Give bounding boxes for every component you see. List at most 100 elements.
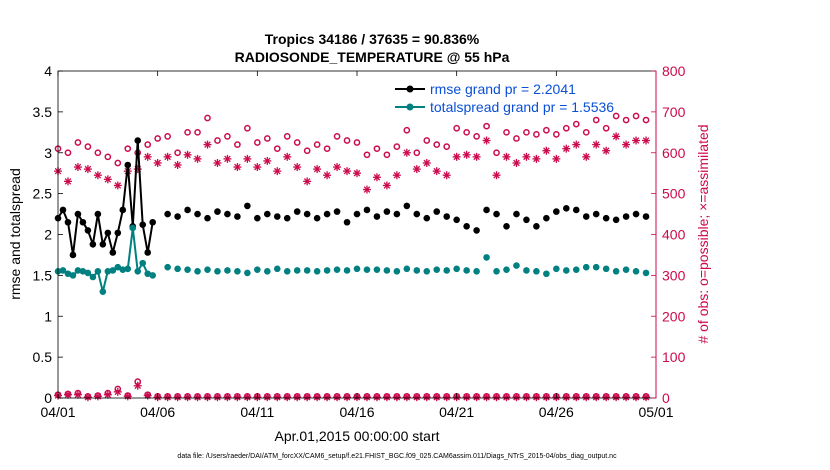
totalspread-marker <box>69 272 77 279</box>
star-stroke <box>612 393 620 401</box>
rmse-marker <box>114 229 122 237</box>
obs-assimilated-marker <box>432 167 441 176</box>
obs-assimilated-marker <box>283 393 292 402</box>
star-stroke <box>403 393 411 401</box>
star-stroke <box>224 393 231 401</box>
totalspread_later-marker <box>353 265 361 273</box>
obs-count-layer <box>54 112 651 402</box>
star-stroke <box>244 155 251 163</box>
totalspread_later-marker <box>204 266 211 273</box>
totalspread_later-marker <box>622 266 630 273</box>
star-stroke <box>533 393 540 401</box>
obs-possible-marker <box>74 139 82 146</box>
obs-possible-marker <box>283 133 291 140</box>
totalspread-marker <box>129 224 137 232</box>
star-stroke <box>104 176 112 183</box>
obs-assimilated-marker <box>203 140 212 149</box>
rmse_later-marker <box>204 214 211 222</box>
obs-assimilated-marker <box>113 181 122 190</box>
rmse_later-marker <box>244 202 251 210</box>
legend-totalspread-marker <box>406 103 414 111</box>
star-stroke <box>413 393 421 401</box>
rmse-line <box>57 140 154 256</box>
star-stroke <box>483 393 490 401</box>
obs-assimilated-marker <box>103 175 112 184</box>
totalspread_later-marker <box>283 267 291 275</box>
star-stroke <box>383 393 391 401</box>
obs-possible-marker <box>194 128 201 136</box>
star-stroke <box>94 171 102 179</box>
star-stroke <box>602 393 610 401</box>
star-stroke <box>264 393 271 401</box>
obs-possible-marker <box>64 149 72 157</box>
obs-assimilated-marker <box>522 393 531 402</box>
obs-assimilated-marker <box>622 393 631 402</box>
obs-possible-marker <box>642 116 650 124</box>
star-stroke <box>174 161 181 169</box>
obs-assimilated-marker <box>303 393 312 402</box>
rmse_later-marker <box>184 206 191 214</box>
obs-possible-marker <box>632 112 640 120</box>
obs-possible-marker <box>383 151 391 159</box>
star-stroke <box>423 159 431 167</box>
obs-possible-marker <box>293 139 301 146</box>
star-stroke <box>612 133 620 140</box>
y-right-tick-label: 200 <box>662 308 686 324</box>
star-stroke <box>194 155 201 163</box>
rmse-marker <box>64 218 72 226</box>
obs-possible-marker <box>114 159 122 167</box>
rmse_later-marker <box>363 206 371 214</box>
star-stroke <box>572 141 580 148</box>
obs-assimilated-marker <box>113 387 122 396</box>
rmse_later-marker <box>194 210 201 218</box>
obs-assimilated-marker <box>592 393 601 402</box>
totalspread-marker <box>89 273 97 281</box>
y-axis-left: 0 0.5 1 1.5 2 2.5 3 3.5 4 <box>33 63 63 406</box>
star-stroke <box>313 393 321 401</box>
obs-assimilated-marker <box>602 393 611 402</box>
totalspread-marker <box>104 267 112 275</box>
obs-possible-marker <box>323 145 331 153</box>
totalspread_later-marker <box>453 265 460 273</box>
obs-assimilated-marker <box>382 181 391 190</box>
rmse_later-marker <box>254 214 261 222</box>
star-stroke <box>303 178 311 185</box>
obs-assimilated-marker <box>572 140 581 149</box>
obs-assimilated-marker <box>163 152 172 161</box>
totalspread_later-marker <box>592 263 600 271</box>
data-file-footnote: data file: /Users/raeder/DAI/ATM_forcXX/… <box>177 453 617 460</box>
totalspread_later-marker <box>343 267 351 274</box>
star-stroke <box>503 393 510 401</box>
rmse-marker <box>139 221 147 228</box>
legend-rmse-label: rmse grand pr = 2.2041 <box>430 81 576 97</box>
obs-possible-marker <box>483 122 490 130</box>
star-stroke <box>184 393 191 401</box>
totalspread_later-marker <box>214 267 221 275</box>
obs-assimilated-marker <box>83 165 92 174</box>
y-axis-left-label: rmse and totalspread <box>7 168 23 300</box>
obs-assimilated-marker <box>472 152 481 161</box>
totalspread_later-marker <box>553 265 560 273</box>
obs-assimilated-marker <box>642 136 651 145</box>
star-stroke <box>353 169 361 177</box>
totalspread_later-marker <box>313 267 321 275</box>
obs-possible-marker <box>84 143 92 150</box>
star-stroke <box>622 141 630 148</box>
star-stroke <box>483 137 490 144</box>
star-stroke <box>533 155 540 163</box>
obs-assimilated-marker <box>382 393 391 402</box>
rmse_later-marker <box>383 208 391 215</box>
y-right-tick-label: 400 <box>662 227 686 243</box>
obs-possible-marker <box>154 135 162 142</box>
obs-assimilated-marker <box>73 390 82 399</box>
obs-possible-marker <box>423 137 431 144</box>
star-stroke <box>453 153 460 161</box>
totalspread-marker <box>74 267 82 274</box>
rmse_later-marker <box>533 223 540 230</box>
obs-assimilated-marker <box>592 140 601 149</box>
rmse_later-marker <box>592 210 600 218</box>
x-tick-label: 04/06 <box>140 404 175 420</box>
star-stroke <box>184 151 191 159</box>
obs-assimilated-marker <box>343 167 352 176</box>
